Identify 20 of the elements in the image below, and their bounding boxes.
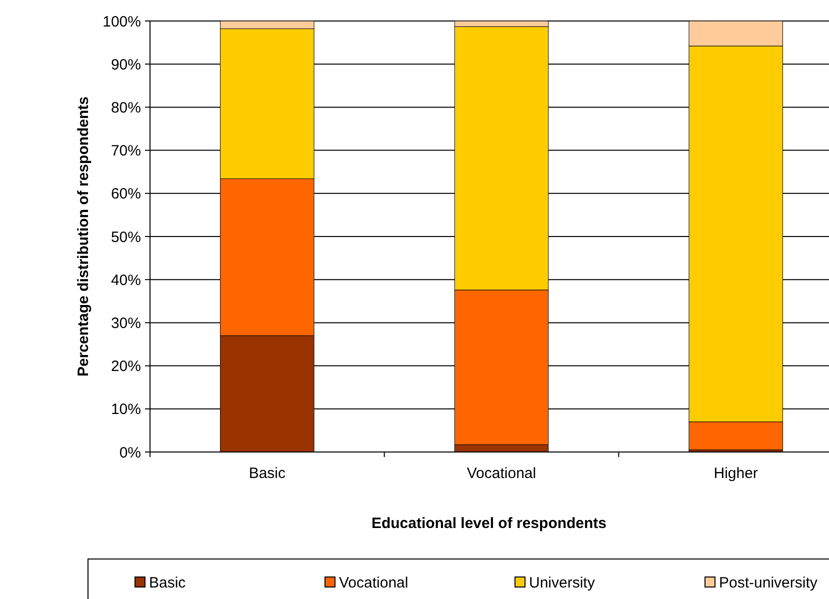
- y-tick-label: 40%: [110, 272, 141, 289]
- y-tick-label: 60%: [110, 186, 141, 203]
- y-tick-label: 90%: [110, 56, 141, 74]
- y-tick-label: 0%: [119, 444, 141, 462]
- legend-label: Post-university: [719, 574, 818, 592]
- x-tick-label: Vocational: [466, 465, 536, 482]
- y-tick-label: 20%: [110, 358, 141, 376]
- y-tick-label: 80%: [110, 99, 141, 116]
- x-axis-title: Educational level of respondents: [371, 515, 607, 532]
- y-tick-label: 100%: [102, 13, 141, 30]
- legend-label: University: [529, 574, 596, 592]
- x-tick-label: Higher: [714, 465, 758, 482]
- y-tick-label: 10%: [110, 401, 141, 418]
- y-tick-label: 50%: [110, 228, 141, 246]
- y-axis-title: Percentage distribution of respondents: [75, 96, 92, 377]
- y-tick-label: 70%: [110, 142, 141, 160]
- legend-label: Basic: [149, 574, 186, 592]
- x-tick-label: Basic: [248, 465, 286, 482]
- y-tick-label: 30%: [110, 314, 141, 332]
- legend-label: Vocational: [339, 574, 408, 592]
